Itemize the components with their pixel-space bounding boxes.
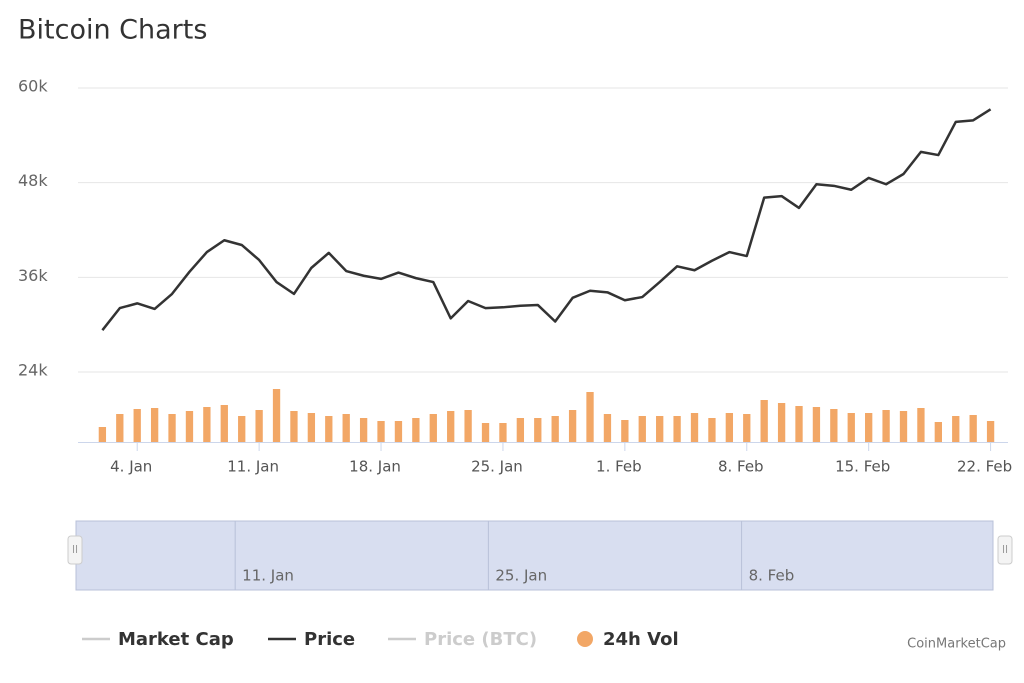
x-tick-label: 18. Jan: [349, 458, 401, 476]
volume-bar: [255, 410, 263, 442]
volume-bar: [899, 411, 908, 442]
volume-bar: [359, 418, 368, 442]
volume-bar: [534, 418, 542, 442]
x-tick-label: 11. Jan: [227, 458, 279, 476]
volume-bar: [220, 405, 228, 442]
y-tick-label: 36k: [18, 266, 48, 285]
navigator-tick-label: 8. Feb: [749, 567, 795, 585]
volume-bar: [621, 420, 629, 442]
volume-bar: [499, 423, 507, 442]
volume-bar: [986, 421, 995, 442]
volume-bar: [516, 418, 525, 442]
volume-bar: [603, 414, 612, 442]
handle-grip: ll: [72, 543, 78, 556]
volume-bar: [917, 408, 925, 442]
x-tick-label: 22. Feb: [957, 458, 1012, 476]
volume-bar: [238, 416, 246, 442]
volume-bar: [150, 408, 159, 442]
volume-bar: [412, 418, 420, 442]
volume-bar: [98, 427, 107, 442]
navigator-handle[interactable]: [997, 535, 1013, 565]
volume-bar: [342, 414, 350, 442]
volume-bar: [812, 407, 821, 442]
navigator-tick-label: 11. Jan: [242, 567, 294, 585]
y-tick-label: 24k: [18, 361, 48, 380]
legend-symbol: [577, 631, 593, 647]
volume-bar: [795, 406, 803, 442]
volume-bar: [377, 421, 385, 442]
volume-bar: [777, 403, 786, 442]
volume-bar: [690, 413, 699, 442]
volume-bar: [203, 407, 211, 442]
volume-bar: [760, 400, 768, 442]
volume-bar: [551, 416, 559, 442]
volume-bar: [272, 389, 281, 442]
volume-bar: [568, 410, 577, 442]
volume-bar: [290, 411, 298, 442]
legend-item[interactable]: Price (BTC): [424, 629, 537, 650]
volume-bar: [743, 414, 751, 442]
volume-bar: [307, 413, 316, 442]
y-tick-label: 48k: [18, 171, 48, 190]
volume-bar: [429, 414, 437, 442]
legend-item[interactable]: Market Cap: [118, 629, 234, 650]
volume-bar: [656, 416, 664, 442]
x-tick-label: 1. Feb: [596, 458, 642, 476]
volume-bar: [116, 414, 124, 442]
chart-title: Bitcoin Charts: [18, 15, 207, 46]
x-tick-label: 25. Jan: [471, 458, 523, 476]
x-tick-label: 4. Jan: [110, 458, 152, 476]
volume-bar: [133, 409, 141, 442]
volume-bar: [969, 415, 977, 442]
navigator-mask: [75, 520, 994, 591]
handle-grip: ll: [1002, 543, 1008, 556]
volume-bar: [708, 418, 716, 442]
legend-item[interactable]: 24h Vol: [603, 629, 679, 650]
volume-bar: [725, 413, 734, 442]
volume-bar: [464, 410, 472, 442]
volume-bar: [830, 409, 838, 442]
legend-item[interactable]: Price: [304, 629, 355, 650]
volume-bar: [394, 421, 403, 442]
x-tick-label: 8. Feb: [718, 458, 764, 476]
x-tick-label: 15. Feb: [835, 458, 890, 476]
volume-bar: [952, 416, 960, 442]
y-tick-label: 60k: [18, 77, 48, 96]
volume-bar: [865, 413, 873, 442]
volume-bar: [934, 422, 942, 442]
navigator-tick-label: 25. Jan: [495, 567, 547, 585]
volume-bar: [882, 410, 890, 442]
volume-bar: [586, 392, 594, 442]
volume-bar: [325, 416, 333, 442]
volume-bar: [847, 413, 855, 442]
volume-bar: [673, 416, 681, 442]
volume-bar: [638, 416, 646, 442]
price-line: [101, 108, 992, 331]
volume-bar: [447, 411, 455, 442]
volume-bar: [481, 423, 490, 442]
volume-bar: [168, 414, 176, 442]
volume-bar: [185, 411, 194, 442]
credits: CoinMarketCap: [907, 637, 1006, 652]
navigator-handle[interactable]: [67, 535, 83, 565]
